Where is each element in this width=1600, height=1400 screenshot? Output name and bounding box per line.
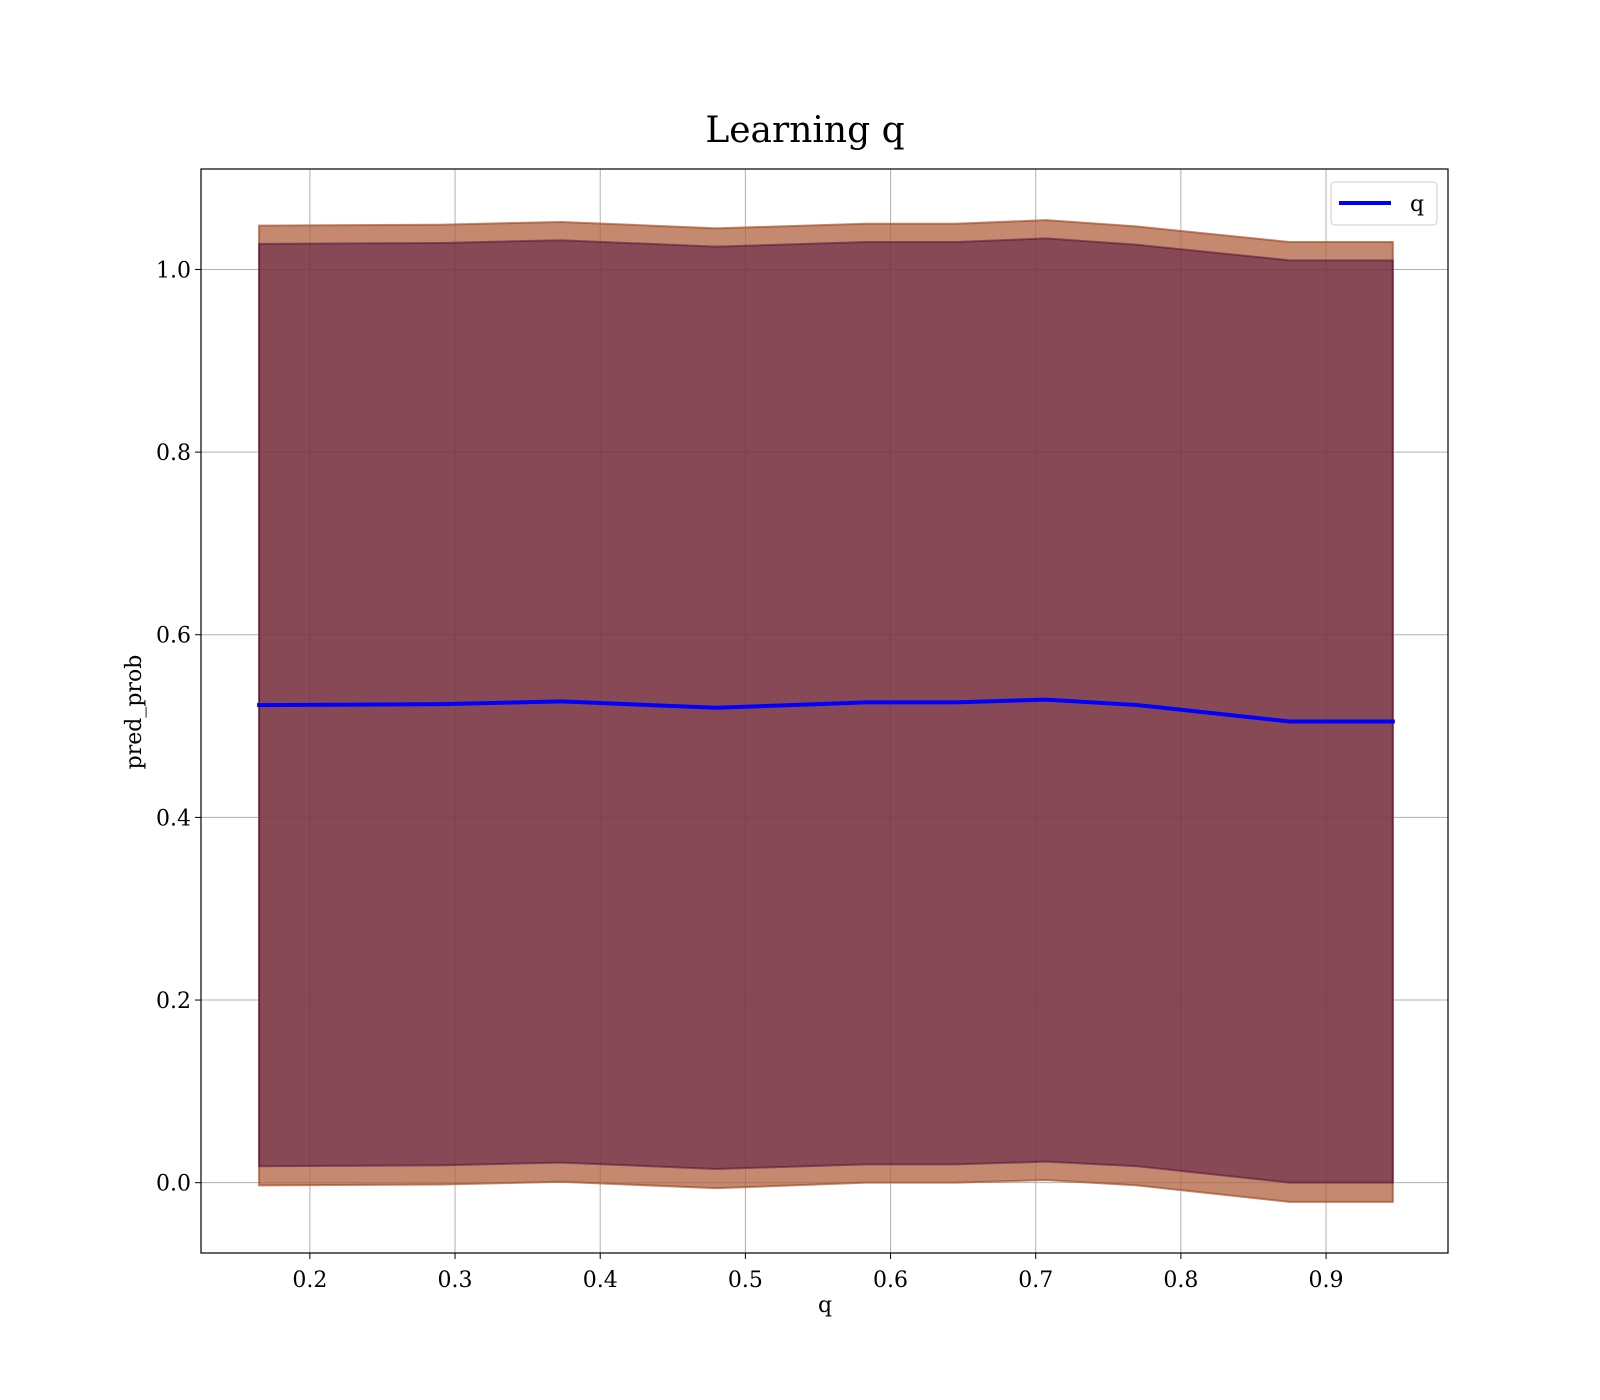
legend: q bbox=[1330, 181, 1438, 226]
series-lines bbox=[257, 697, 1395, 724]
y-tick-label: 1.0 bbox=[156, 258, 191, 283]
x-tick-label: 0.5 bbox=[728, 1268, 763, 1293]
x-axis-label: q bbox=[818, 1293, 832, 1318]
x-tick-label: 0.2 bbox=[292, 1268, 327, 1293]
y-tick-label: 0.0 bbox=[156, 1172, 191, 1197]
legend-label-q: q bbox=[1410, 192, 1424, 217]
x-axis-ticks: 0.2 0.3 0.4 0.5 0.6 0.7 0.8 0.9 bbox=[292, 1253, 1344, 1293]
x-tick-label: 0.6 bbox=[873, 1268, 908, 1293]
x-tick-label: 0.3 bbox=[438, 1268, 473, 1293]
plot-area bbox=[200, 168, 1449, 1254]
x-tick-label: 0.7 bbox=[1018, 1268, 1053, 1293]
confidence-band-2 bbox=[258, 237, 1394, 1184]
y-tick-label: 0.4 bbox=[156, 806, 191, 831]
y-axis-label: pred_prob bbox=[122, 655, 147, 770]
y-tick-label: 0.6 bbox=[156, 624, 191, 649]
series-line-q bbox=[257, 697, 1395, 724]
y-tick-label: 0.8 bbox=[156, 441, 191, 466]
x-tick-label: 0.8 bbox=[1163, 1268, 1198, 1293]
y-axis-ticks: 0.0 0.2 0.4 0.6 0.8 1.0 bbox=[156, 258, 201, 1197]
confidence-bands bbox=[258, 219, 1394, 1203]
x-tick-label: 0.4 bbox=[583, 1268, 618, 1293]
y-tick-label: 0.2 bbox=[156, 989, 191, 1014]
x-tick-label: 0.9 bbox=[1309, 1268, 1344, 1293]
plot-frame bbox=[200, 168, 1449, 1254]
chart-title: Learning q bbox=[705, 110, 904, 151]
